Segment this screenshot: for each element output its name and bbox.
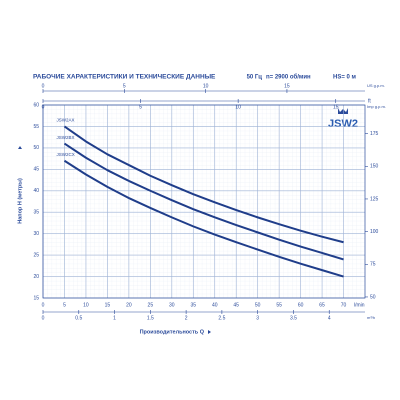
y-axis-label: Напор H (метры) [17, 178, 23, 224]
y2-unit: ft [368, 98, 371, 104]
logo: JSW2 [328, 108, 358, 130]
condition: HS= 0 м [333, 75, 357, 81]
y-tick-label: 35 [33, 210, 39, 216]
y-tick-label: 30 [33, 231, 39, 237]
x-tick-label: 35 [190, 302, 196, 308]
plot-frame [42, 104, 366, 299]
y2-tick-label: 175 [370, 131, 379, 137]
x-unit: l/min [354, 302, 365, 308]
series-label: JSW2AX [56, 118, 74, 123]
series-label: JSW2CX [56, 152, 74, 157]
x-tick-label: 5 [63, 302, 66, 308]
x-tick-label: 10 [83, 302, 89, 308]
secondary-tick-label: 0 [42, 104, 45, 110]
y2-tick-label: 75 [370, 262, 376, 268]
y-tick-label: 45 [33, 167, 39, 173]
x-tick-label: 60 [298, 302, 304, 308]
secondary-axis-unit: Imp g.p.m. [367, 104, 386, 109]
logo-text: JSW2 [328, 118, 358, 130]
secondary-tick-label: 10 [203, 83, 209, 89]
secondary-tick-label: 0.5 [75, 315, 82, 321]
secondary-tick-label: 5 [123, 83, 126, 89]
curve [63, 142, 344, 261]
y2-tick-label: 125 [370, 196, 379, 202]
condition: n= 2900 об/мин [266, 74, 311, 81]
y-tick-label: 15 [33, 295, 39, 301]
x-axis-label: Производительность Q [140, 329, 205, 335]
curve [63, 125, 344, 244]
y2-tick-label: 150 [370, 164, 379, 170]
secondary-tick-label: 2.5 [218, 315, 225, 321]
secondary-tick-label: 3 [256, 315, 259, 321]
secondary-tick-label: 15 [284, 83, 290, 89]
x-tick-label: 45 [233, 302, 239, 308]
secondary-tick-label: 10 [235, 104, 241, 110]
x-tick-label: 55 [276, 302, 282, 308]
arrow [208, 330, 211, 334]
secondary-tick-label: 3.5 [290, 315, 297, 321]
secondary-tick-label: 4 [328, 315, 331, 321]
x-tick-label: 40 [212, 302, 218, 308]
secondary-tick-label: 1.5 [147, 315, 154, 321]
series-label: JSW2BX [56, 135, 74, 140]
y-tick-label: 55 [33, 124, 39, 130]
y2-tick-label: 100 [370, 229, 379, 235]
secondary-tick-label: 5 [139, 104, 142, 110]
chart-title: РАБОЧИЕ ХАРАКТЕРИСТИКИ И ТЕХНИЧЕСКИЕ ДАН… [33, 74, 216, 81]
y-tick-label: 20 [33, 274, 39, 280]
secondary-tick-label: 0 [42, 83, 45, 89]
y-tick-label: 25 [33, 252, 39, 258]
x-tick-label: 15 [105, 302, 111, 308]
y2-tick-label: 50 [370, 294, 376, 300]
y-tick-label: 60 [33, 102, 39, 108]
logo-crown [338, 108, 348, 114]
x-tick-label: 50 [255, 302, 261, 308]
curve [63, 159, 344, 278]
x-tick-label: 20 [126, 302, 132, 308]
x-tick-label: 30 [169, 302, 175, 308]
x-tick-label: 70 [341, 302, 347, 308]
minor-grid [43, 105, 365, 298]
secondary-tick-label: 15 [333, 104, 339, 110]
condition: 50 Гц [247, 75, 263, 81]
x-tick-label: 0 [42, 302, 45, 308]
secondary-axis-unit: US g.p.m. [367, 83, 385, 88]
secondary-tick-label: 0 [42, 315, 45, 321]
x-tick-label: 25 [148, 302, 154, 308]
secondary-tick-label: 2 [185, 315, 188, 321]
arrow [18, 146, 22, 149]
y-tick-label: 40 [33, 188, 39, 194]
x-tick-label: 65 [319, 302, 325, 308]
secondary-tick-label: 1 [113, 315, 116, 321]
y-tick-label: 50 [33, 145, 39, 151]
secondary-axis-unit: m³/h [367, 315, 375, 320]
